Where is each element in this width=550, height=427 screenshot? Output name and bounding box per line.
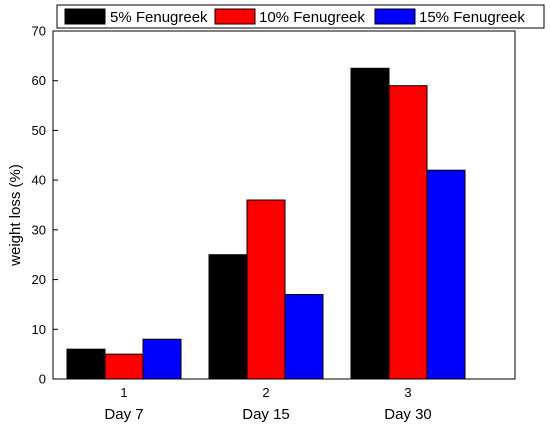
- y-tick-label: 0: [39, 372, 46, 387]
- y-axis: 0 10 20 30 40 50 60 70: [32, 24, 58, 387]
- bar-2-3: [388, 85, 428, 380]
- y-axis-label: weight loss (%): [7, 164, 24, 267]
- y-tick-label: 20: [32, 272, 46, 287]
- y-tick-label: 10: [32, 322, 46, 337]
- y-tick-label: 50: [32, 123, 46, 138]
- bar-1-3: [350, 67, 390, 380]
- bar-2-1: [104, 353, 144, 380]
- bar-1-2: [208, 254, 248, 380]
- x-tick-label: 2: [262, 385, 269, 400]
- y-tick-label: 60: [32, 73, 46, 88]
- plot-frame: [52, 30, 516, 380]
- y-tick-label: 30: [32, 222, 46, 237]
- bar-3-3: [426, 169, 466, 380]
- x-axis: 1 Day 7 2 Day 15 3 Day 30: [104, 374, 432, 423]
- x-tick-label: 3: [404, 385, 411, 400]
- legend-label-1: 5% Fenugreek: [110, 9, 208, 26]
- bar-3-2: [284, 293, 324, 380]
- legend-label-3: 15% Fenugreek: [419, 9, 525, 26]
- x-group-label: Day 7: [104, 406, 143, 423]
- bar-1-1: [66, 348, 106, 380]
- bar-2-2: [246, 199, 286, 380]
- legend-swatch-3: [374, 8, 416, 25]
- y-tick-label: 70: [32, 24, 46, 39]
- y-tick-label: 40: [32, 173, 46, 188]
- legend-box: [56, 4, 545, 29]
- legend-swatch-2: [214, 8, 256, 25]
- bars: [66, 67, 466, 380]
- legend-label-2: 10% Fenugreek: [259, 9, 365, 26]
- x-tick-label: 1: [120, 385, 127, 400]
- bar-3-1: [142, 338, 182, 380]
- legend-swatch-1: [64, 8, 106, 25]
- x-group-label: Day 30: [384, 406, 432, 423]
- legend: 5% Fenugreek 10% Fenugreek 15% Fenugreek: [56, 4, 545, 29]
- x-group-label: Day 15: [242, 406, 290, 423]
